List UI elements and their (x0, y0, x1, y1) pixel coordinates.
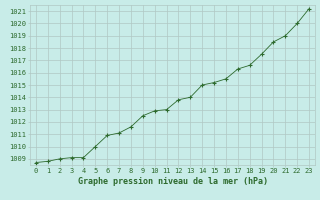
X-axis label: Graphe pression niveau de la mer (hPa): Graphe pression niveau de la mer (hPa) (77, 177, 268, 186)
